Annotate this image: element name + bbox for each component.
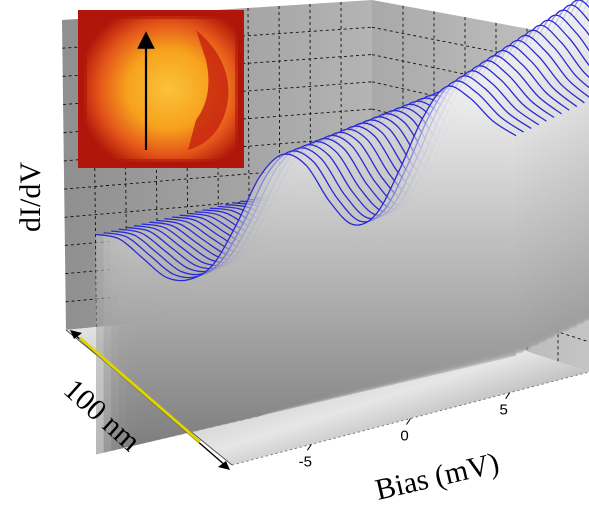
grid-line [62,54,373,77]
x-tick-label: 0 [400,428,408,445]
x-ticks: -5 0 5 [299,392,511,470]
y-axis-title: dI/dV [14,162,47,232]
trace-line [111,75,532,276]
trace-line [133,60,555,267]
trace-line [95,85,517,282]
trace-line [118,70,540,273]
trace-line [103,80,524,279]
scale-bar [79,336,201,444]
x-tick-mark [406,418,411,425]
x-tick-label: 5 [499,402,507,419]
x-tick-mark [306,444,312,451]
surface-band [96,86,516,455]
trace-line [126,65,547,270]
grid-line [371,81,589,131]
x-tick-mark [505,392,511,399]
grid-line [62,26,373,49]
bottom-edge [231,371,589,466]
grid-line [63,81,373,105]
x-axis-title: Bias (mV) [372,446,502,506]
surface-traces [95,0,589,455]
x-tick-label: -5 [299,453,312,470]
inset-map [78,10,244,168]
trace-line [141,55,562,264]
grid-line [371,26,589,71]
